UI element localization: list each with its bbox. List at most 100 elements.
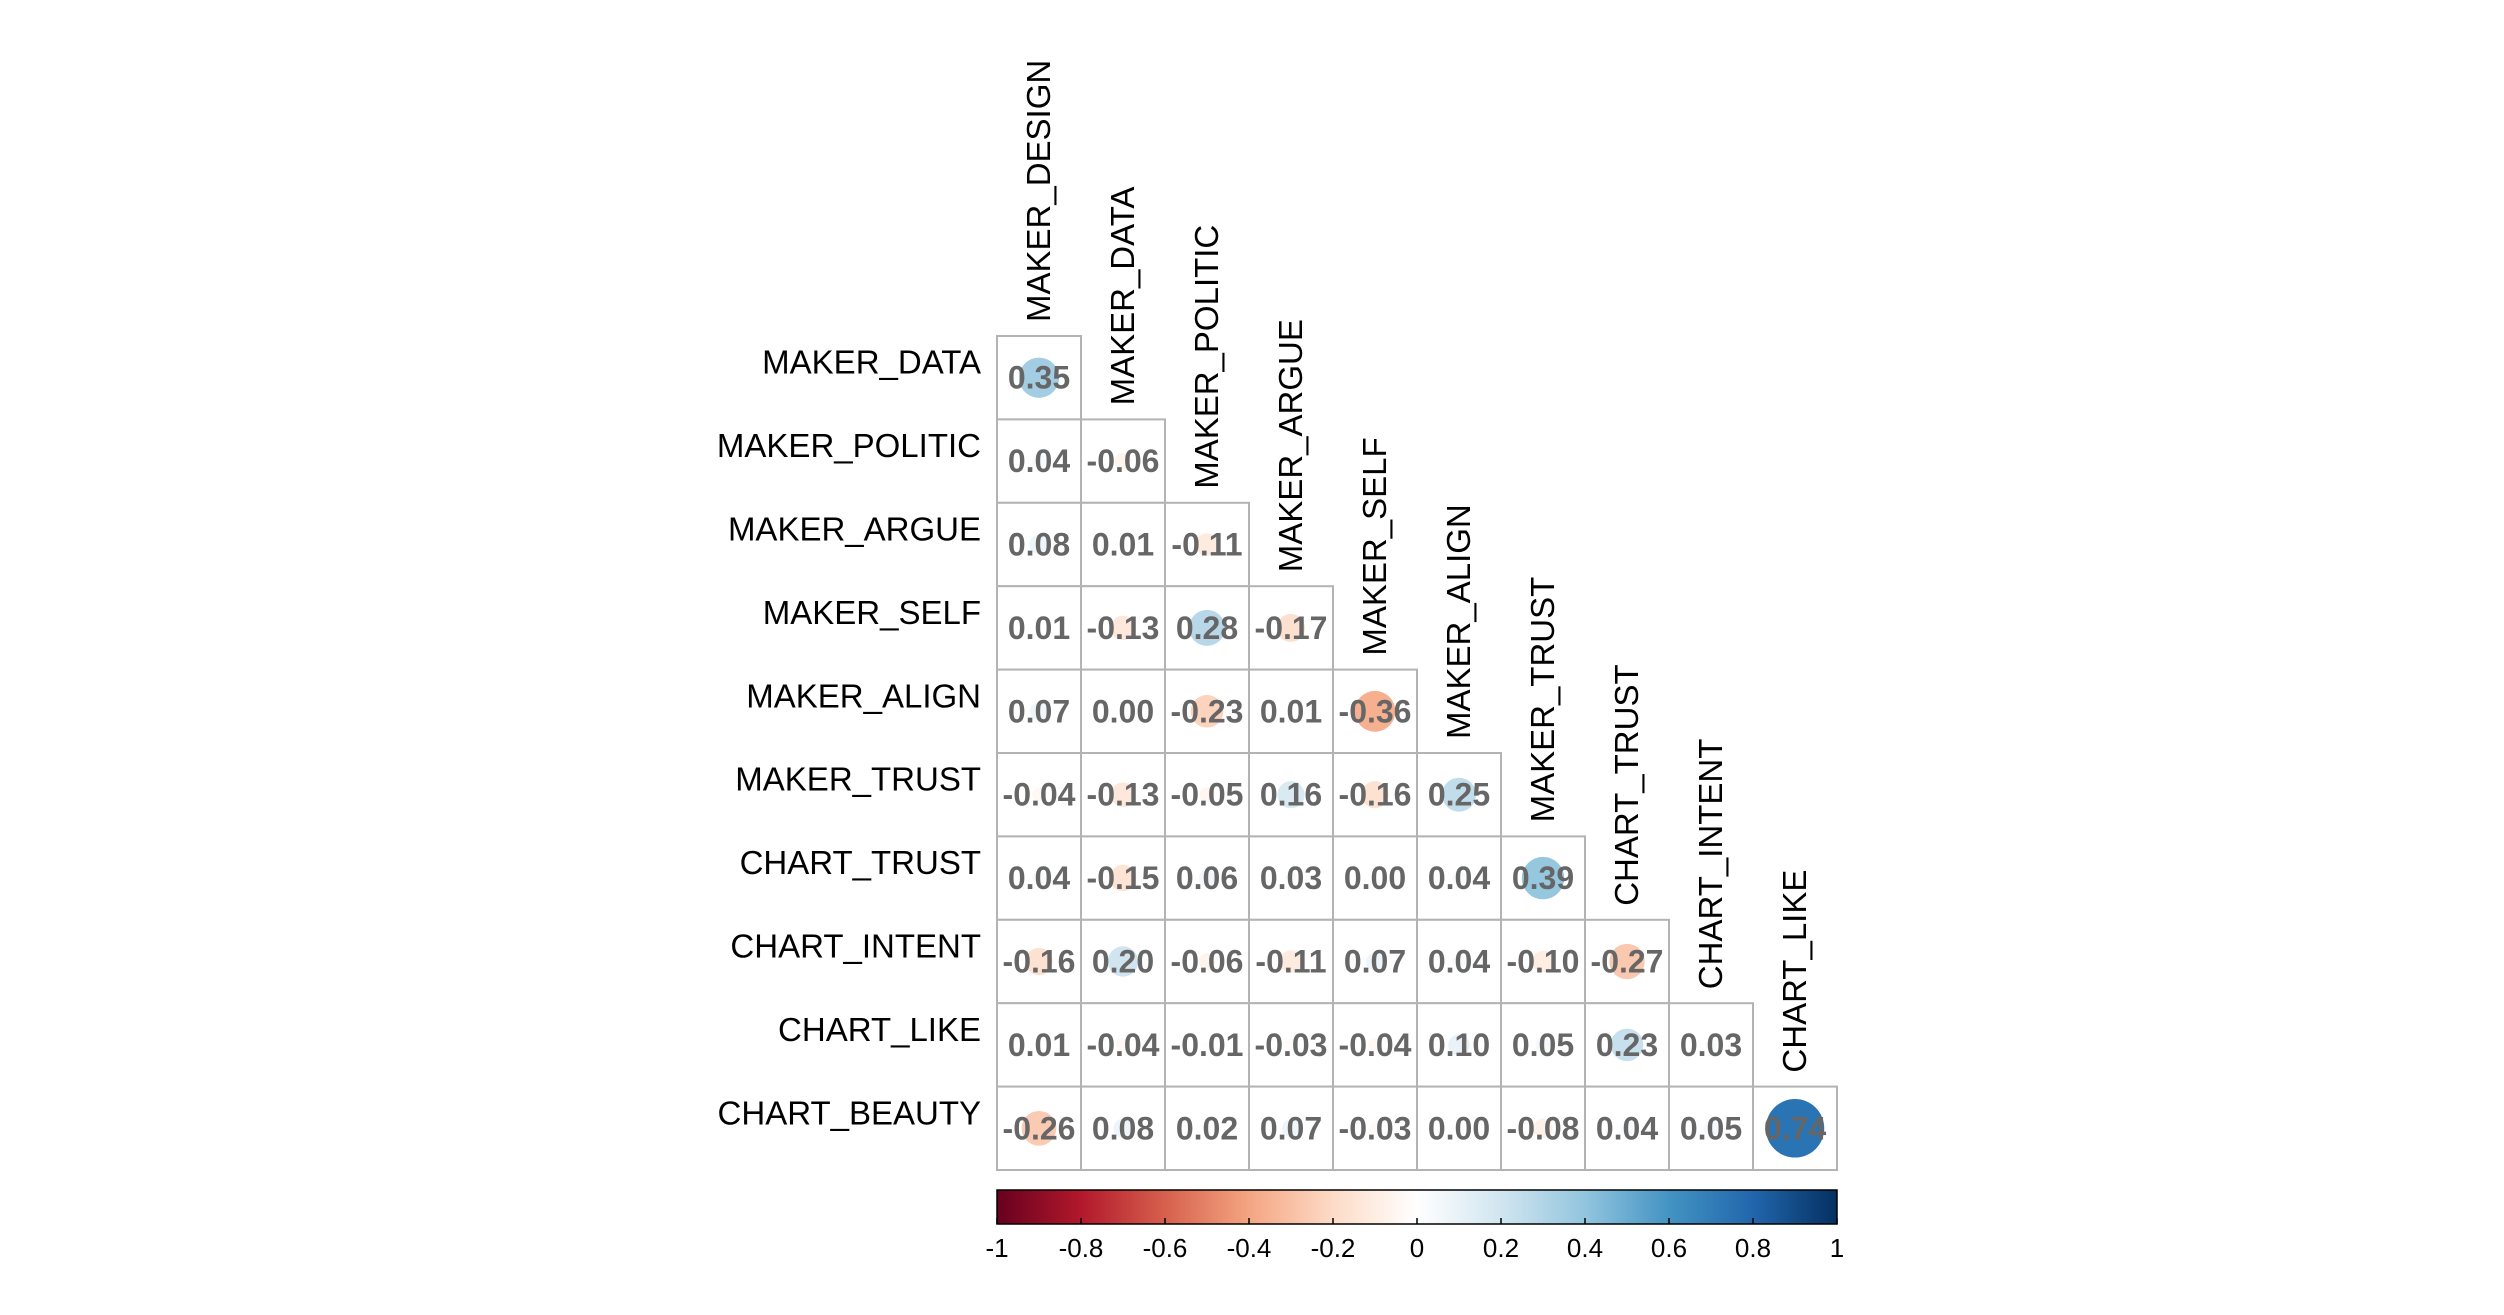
row-label: CHART_INTENT	[730, 928, 981, 965]
column-label: MAKER_DESIGN	[1020, 60, 1057, 322]
row-label: MAKER_TRUST	[735, 761, 981, 798]
colorbar-tick-label: 0	[1410, 1233, 1424, 1263]
row-label: MAKER_SELF	[763, 594, 981, 631]
correlation-circle	[1202, 1123, 1212, 1134]
correlation-circle	[1035, 624, 1043, 632]
column-label: MAKER_TRUST	[1524, 577, 1561, 823]
correlation-value: 0.01	[1008, 610, 1070, 646]
correlation-circle	[1189, 609, 1225, 646]
correlation-value: -0.17	[1255, 610, 1328, 646]
correlation-circle	[1448, 1034, 1470, 1056]
row-label: MAKER_POLITIC	[717, 427, 981, 464]
cell-border	[1416, 1085, 1502, 1171]
correlation-value: 0.16	[1260, 777, 1322, 813]
correlation-value: -0.27	[1591, 944, 1664, 980]
correlation-circle	[1452, 871, 1466, 885]
correlation-circle	[1199, 787, 1215, 803]
column-label: CHART_TRUST	[1608, 664, 1645, 905]
colorbar-tick-label: 0.2	[1483, 1233, 1519, 1263]
correlation-value: -0.06	[1171, 944, 1244, 980]
row-label: CHART_LIKE	[778, 1011, 981, 1048]
correlation-value: -0.04	[1087, 1027, 1160, 1063]
correlation-value: 0.05	[1512, 1027, 1574, 1063]
colorbar-tick-label: -0.8	[1059, 1233, 1104, 1263]
correlation-value: -0.06	[1087, 443, 1160, 479]
correlation-circle	[1109, 864, 1137, 892]
correlation-circle	[1114, 452, 1132, 470]
correlation-circle	[1198, 869, 1216, 887]
column-label: MAKER_ALIGN	[1440, 504, 1477, 739]
correlation-circle	[1703, 1120, 1719, 1136]
column-label: MAKER_SELF	[1356, 437, 1393, 655]
colorbar-tick-label: 0.6	[1651, 1233, 1687, 1263]
column-label: MAKER_POLITIC	[1188, 225, 1225, 489]
correlation-value: 0.02	[1176, 1110, 1238, 1146]
correlation-value: -0.16	[1339, 777, 1412, 813]
correlation-value: 0.28	[1176, 610, 1238, 646]
correlation-circle	[1021, 1110, 1057, 1146]
row-label: MAKER_ARGUE	[728, 511, 981, 548]
correlation-value: 0.07	[1008, 693, 1070, 729]
column-labels: MAKER_DESIGN MAKER_DATA MAKER_POLITIC MAKER…	[1020, 60, 1813, 1073]
colorbar-tick-label: -1	[985, 1233, 1008, 1263]
correlation-value: -0.16	[1003, 944, 1076, 980]
correlation-value: -0.08	[1507, 1110, 1580, 1146]
correlation-circle	[1610, 1028, 1644, 1062]
correlation-circle	[1035, 1041, 1043, 1049]
correlation-circle	[1452, 954, 1466, 969]
colorbar: -1 -0.8 -0.6 -0.4 -0.2 0 0.2 0.4 0.6 0.8 1	[985, 1189, 1844, 1263]
correlation-value: -0.11	[1171, 527, 1242, 563]
correlation-value: -0.23	[1171, 693, 1244, 729]
correlation-value: 0.07	[1344, 944, 1406, 980]
cell-border	[1332, 835, 1418, 921]
correlation-circle	[1609, 943, 1645, 980]
colorbar-tick-label: 1	[1830, 1233, 1844, 1263]
correlation-circle	[1195, 533, 1219, 556]
correlation-value: 0.00	[1428, 1110, 1490, 1146]
correlation-value: 0.00	[1092, 693, 1154, 729]
correlation-value: -0.05	[1171, 777, 1244, 813]
correlation-value: 0.74	[1764, 1110, 1826, 1146]
correlation-circle	[1276, 613, 1306, 642]
correlation-circle	[1287, 707, 1295, 715]
correlation-value: 0.20	[1092, 944, 1154, 980]
correlation-value: 0.10	[1428, 1027, 1490, 1063]
correlation-value: -0.04	[1003, 777, 1076, 813]
correlation-value: 0.25	[1428, 777, 1490, 813]
row-label: MAKER_ALIGN	[746, 677, 981, 714]
correlation-value: 0.05	[1680, 1110, 1742, 1146]
column-label: CHART_INTENT	[1692, 739, 1729, 990]
correlation-circle	[1361, 781, 1389, 809]
correlation-circle	[1765, 1099, 1825, 1158]
correlation-circle	[1110, 782, 1136, 807]
column-label: MAKER_ARGUE	[1272, 319, 1309, 572]
correlation-value: 0.01	[1008, 1027, 1070, 1063]
correlation-value: 0.08	[1008, 527, 1070, 563]
correlation-circle	[1285, 1039, 1297, 1051]
correlation-circle	[1533, 1118, 1553, 1138]
colorbar-tick-label: 0.8	[1735, 1233, 1771, 1263]
correlation-circle	[1442, 777, 1476, 812]
row-labels: MAKER_DATA MAKER_POLITIC MAKER_ARGUE MAKER_…	[717, 344, 981, 1132]
correlation-value: 0.03	[1260, 860, 1322, 896]
correlation-value: 0.03	[1680, 1027, 1742, 1063]
correlation-circle	[1705, 1039, 1717, 1051]
correlation-circle	[1018, 357, 1060, 398]
correlation-circle	[1620, 1121, 1634, 1136]
correlation-circle	[1190, 694, 1224, 728]
correlation-value: -0.01	[1171, 1027, 1244, 1063]
correlation-value: 0.06	[1176, 860, 1238, 896]
correlation-value: 0.35	[1008, 360, 1070, 396]
correlation-circle	[1368, 1038, 1382, 1052]
correlation-value: 0.04	[1428, 944, 1490, 980]
correlation-circle	[1032, 871, 1046, 885]
correlation-circle	[1282, 1119, 1300, 1138]
correlation-value: -0.03	[1339, 1110, 1412, 1146]
colorbar-tick-label: -0.2	[1311, 1233, 1356, 1263]
correlation-circle	[1198, 953, 1216, 970]
correlation-value: 0.01	[1260, 693, 1322, 729]
correlation-circle	[1521, 856, 1565, 900]
column-label: MAKER_DATA	[1104, 187, 1141, 406]
correlation-value: 0.00	[1344, 860, 1406, 896]
